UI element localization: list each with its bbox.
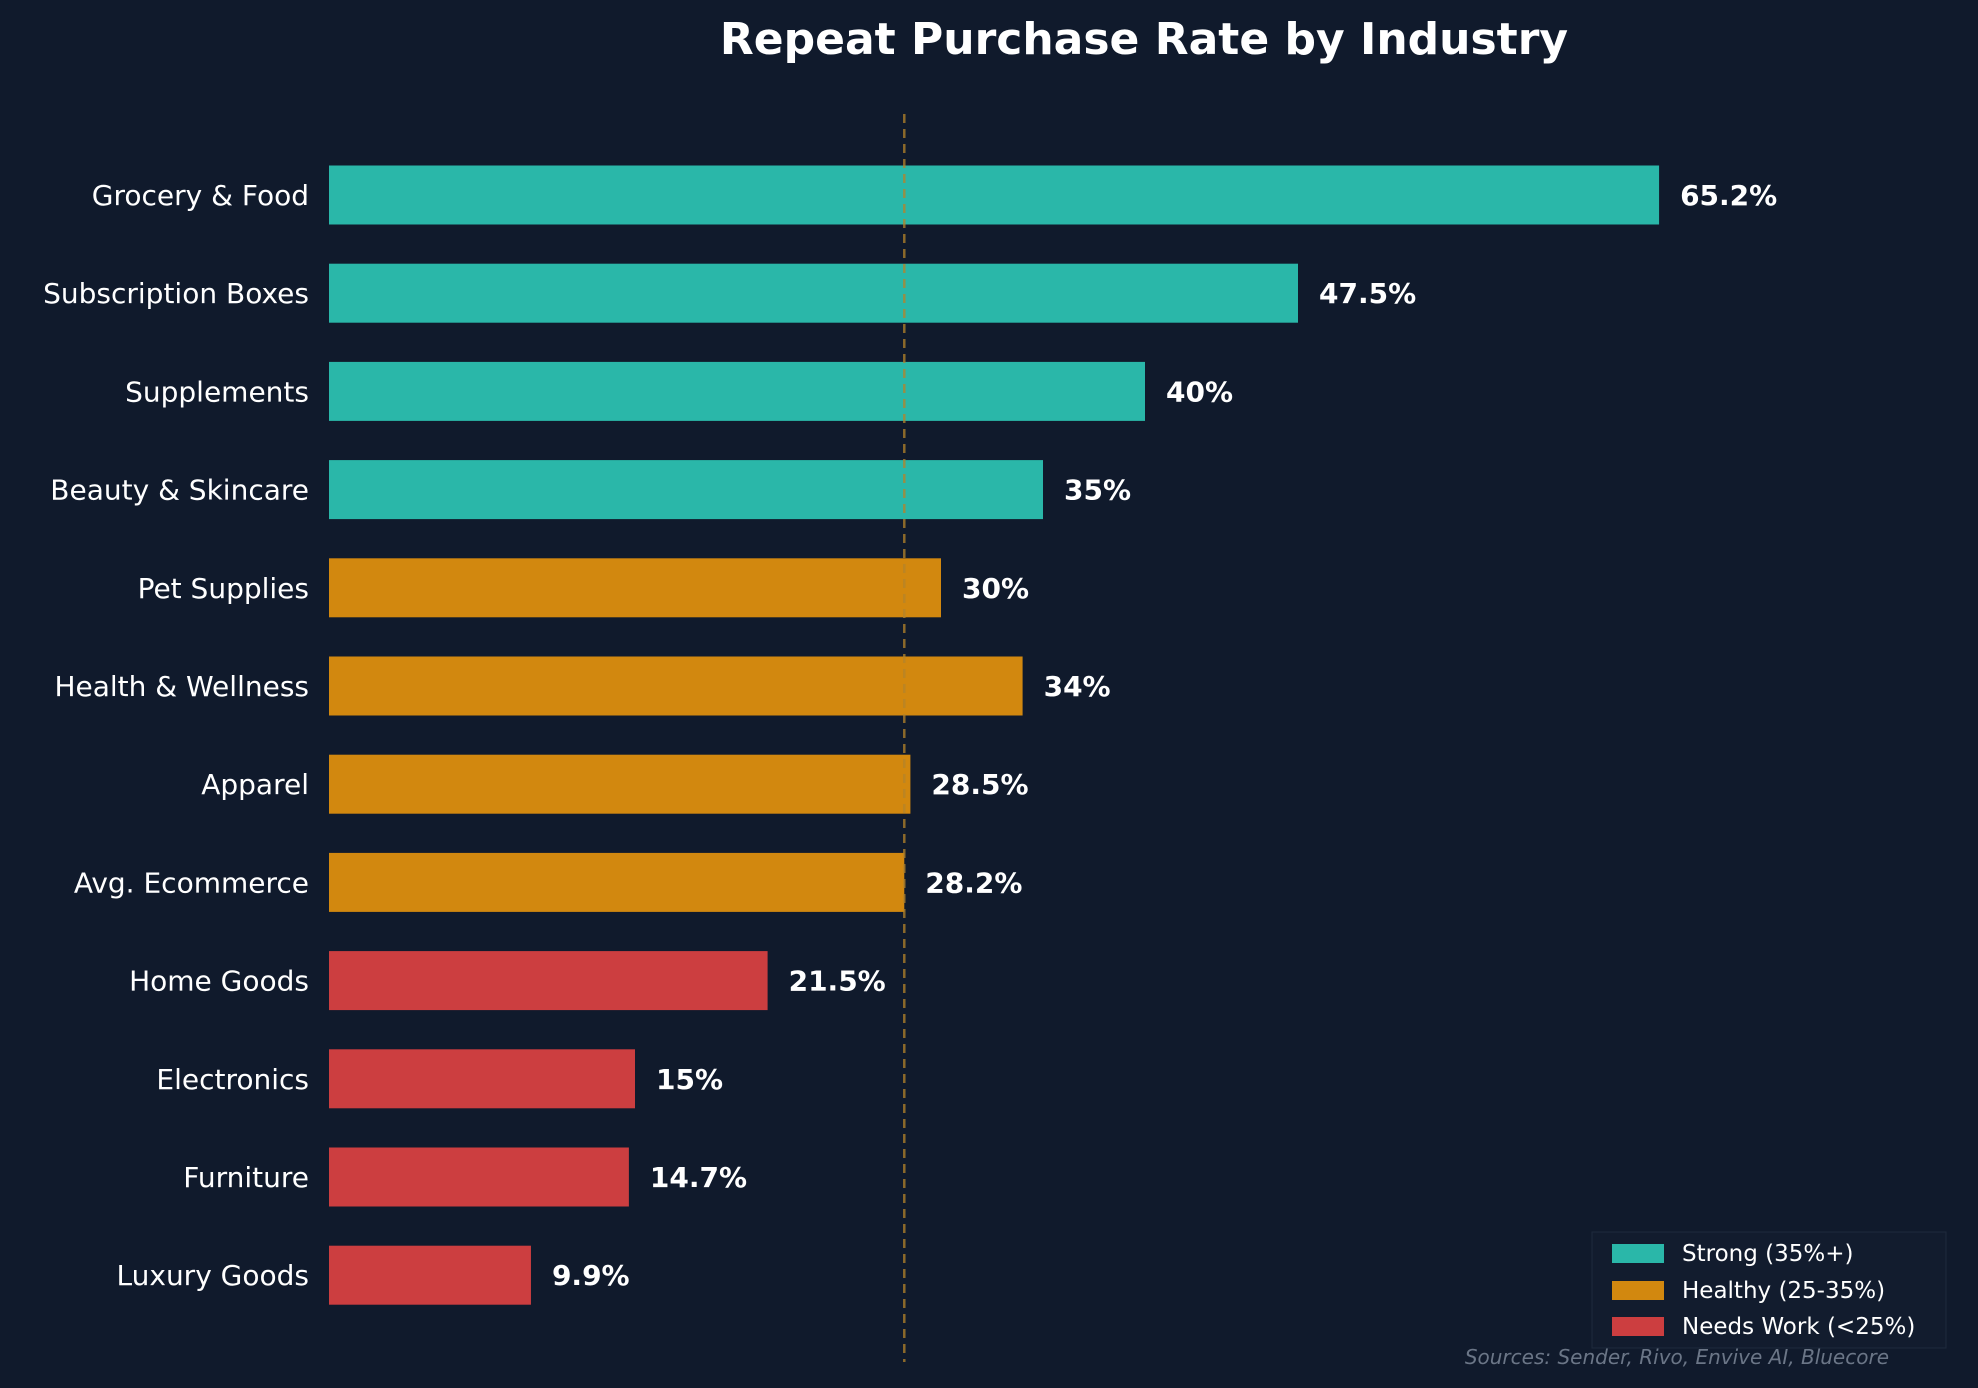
category-label: Pet Supplies (138, 572, 309, 605)
value-label: 65.2% (1680, 179, 1777, 212)
value-label: 9.9% (552, 1259, 630, 1292)
category-label: Grocery & Food (92, 179, 309, 212)
category-label: Beauty & Skincare (50, 474, 309, 507)
value-label: 21.5% (789, 965, 886, 998)
bar (329, 165, 1660, 225)
value-label: 28.2% (925, 866, 1022, 899)
legend-swatch-healthy (1612, 1281, 1664, 1300)
category-label: Apparel (201, 768, 309, 801)
bar (329, 1245, 531, 1305)
value-label: 34% (1044, 670, 1111, 703)
legend: Strong (35%+) Healthy (25-35%) Needs Wor… (1591, 1231, 1947, 1349)
bar (329, 656, 1023, 716)
value-label: 40% (1166, 375, 1233, 408)
bar-group: Grocery & Food 65.2% Subscription Boxes 47.… (43, 165, 1777, 1305)
value-label: 15% (656, 1063, 723, 1096)
legend-swatch-strong (1612, 1244, 1664, 1263)
value-label: 14.7% (650, 1161, 747, 1194)
category-label: Health & Wellness (54, 670, 309, 703)
legend-label-strong: Strong (35%+) (1682, 1241, 1853, 1267)
category-label: Home Goods (129, 965, 309, 998)
category-label: Avg. Ecommerce (74, 866, 309, 899)
bar (329, 558, 941, 618)
bar (329, 263, 1298, 323)
category-label: Electronics (156, 1063, 309, 1096)
category-label: Furniture (183, 1161, 309, 1194)
chart-title: Repeat Purchase Rate by Industry (720, 14, 1568, 65)
bar (329, 852, 905, 912)
bar (329, 361, 1145, 421)
value-label: 28.5% (931, 768, 1028, 801)
legend-label-healthy: Healthy (25-35%) (1682, 1278, 1885, 1304)
legend-swatch-needs-work (1612, 1317, 1664, 1336)
bar (329, 1147, 629, 1207)
bar (329, 951, 768, 1011)
bar (329, 1049, 635, 1109)
value-label: 47.5% (1319, 277, 1416, 310)
source-note: Sources: Sender, Rivo, Envive AI, Blueco… (1465, 1345, 1889, 1369)
category-label: Supplements (125, 375, 309, 408)
legend-label-needs-work: Needs Work (<25%) (1682, 1314, 1915, 1340)
category-label: Luxury Goods (117, 1259, 309, 1292)
value-label: 30% (962, 572, 1029, 605)
category-label: Subscription Boxes (43, 277, 309, 310)
bar (329, 460, 1043, 520)
bar (329, 754, 911, 814)
value-label: 35% (1064, 474, 1131, 507)
